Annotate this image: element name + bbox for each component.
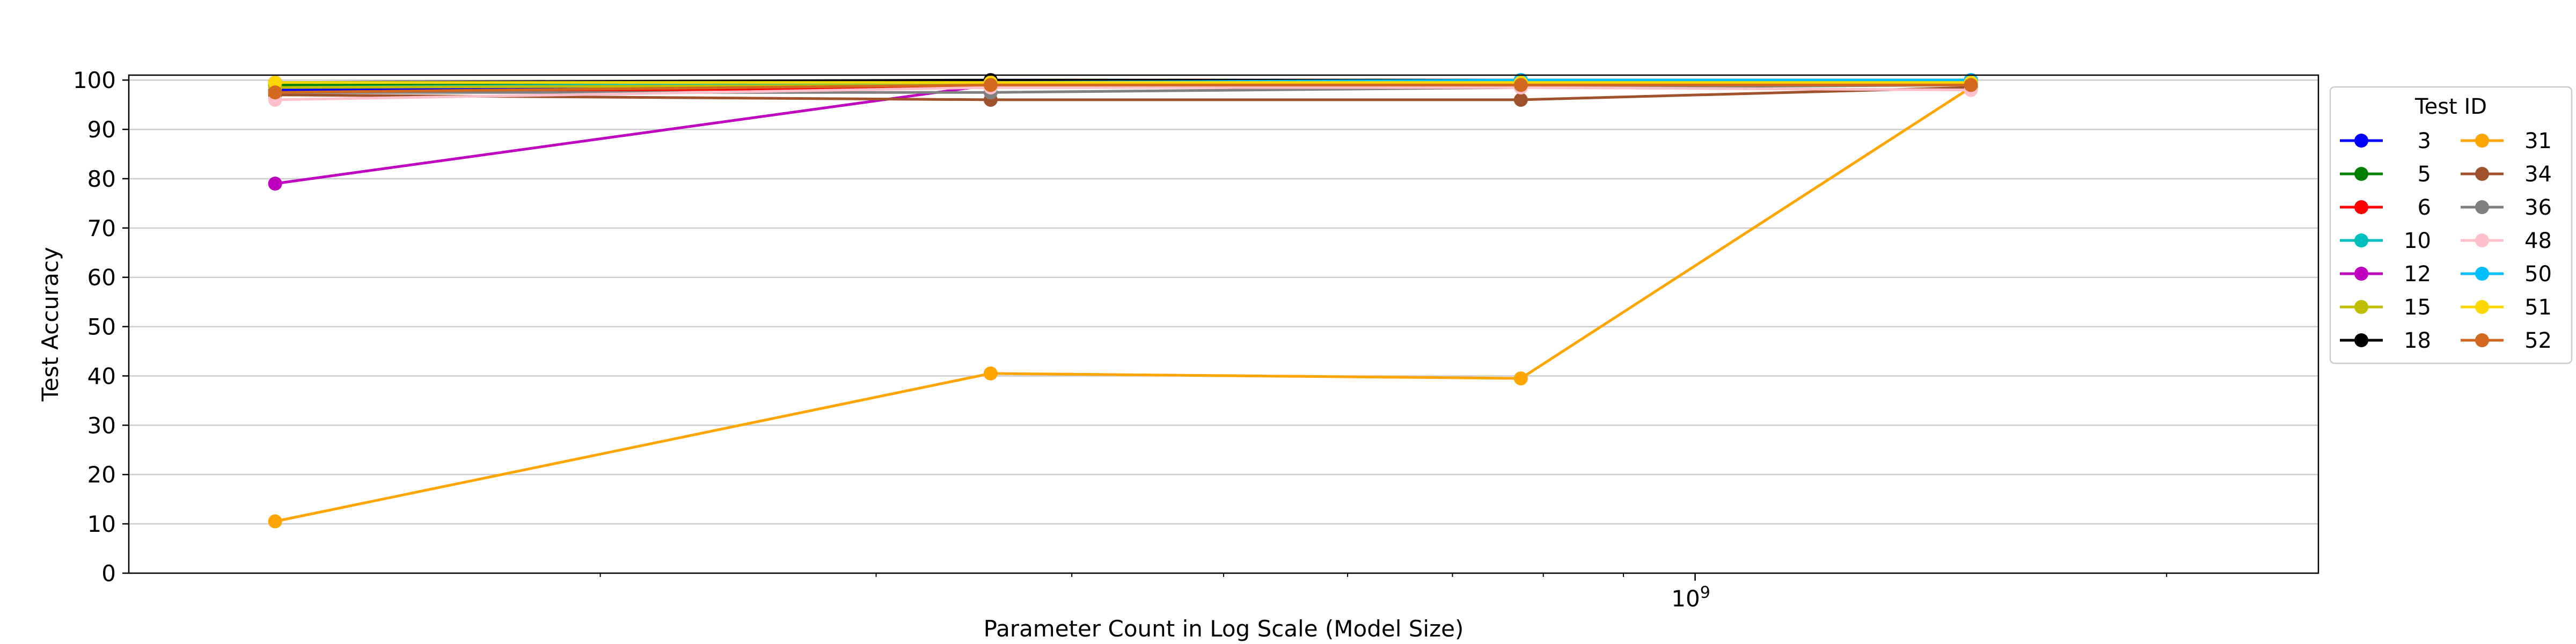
legend-item-51: 51 <box>2461 295 2552 320</box>
y-axis-label: Test Accuracy <box>37 247 63 402</box>
legend-label: 15 <box>2404 295 2431 320</box>
legend-swatch-marker <box>2354 200 2368 214</box>
legend-swatch-marker <box>2354 300 2368 314</box>
legend-label: 48 <box>2524 229 2552 253</box>
y-tick-label: 80 <box>87 166 116 192</box>
y-tick-label: 50 <box>87 314 116 340</box>
x-axis-label: Parameter Count in Log Scale (Model Size… <box>984 616 1464 642</box>
legend-swatch-marker <box>2354 167 2368 181</box>
legend-item-36: 36 <box>2461 195 2552 220</box>
legend-swatch-marker <box>2475 134 2489 148</box>
legend-item-12: 12 <box>2340 262 2431 287</box>
legend-label: 52 <box>2524 328 2552 353</box>
legend-swatch-marker <box>2354 333 2368 347</box>
legend-swatch-marker <box>2475 200 2489 214</box>
data-point <box>268 177 282 191</box>
legend-item-48: 48 <box>2461 229 2552 253</box>
legend-box <box>2329 86 2573 364</box>
legend-label: 6 <box>2418 195 2431 220</box>
legend-swatch-marker <box>2354 233 2368 247</box>
legend-item-10: 10 <box>2340 229 2431 253</box>
legend-swatch-marker <box>2354 134 2368 148</box>
y-tick-label: 70 <box>87 215 116 241</box>
legend-item-34: 34 <box>2461 162 2552 187</box>
legend-item-52: 52 <box>2461 328 2552 353</box>
legend-label: 50 <box>2524 262 2552 287</box>
legend-label: 10 <box>2404 229 2431 253</box>
y-tick-label: 20 <box>87 462 116 488</box>
y-tick-label: 40 <box>87 363 116 389</box>
plot-frame <box>128 74 2319 574</box>
data-point <box>268 85 282 100</box>
legend-swatch-marker <box>2475 300 2489 314</box>
data-point <box>1513 78 1528 92</box>
data-point <box>268 75 282 90</box>
legend: Test ID 3 5 6 10 12 15 18 31 34 36 48 50 51 52 <box>2329 86 2573 364</box>
data-point <box>1513 371 1528 386</box>
legend-item-50: 50 <box>2461 262 2552 287</box>
legend-label: 36 <box>2524 195 2552 220</box>
grid-lines <box>129 79 2318 574</box>
data-point <box>268 514 282 529</box>
legend-label: 18 <box>2404 328 2431 353</box>
series-line-48 <box>275 86 1971 101</box>
legend-swatch-marker <box>2475 333 2489 347</box>
legend-label: 34 <box>2524 162 2552 187</box>
series-line-52 <box>275 83 1971 94</box>
data-point <box>983 78 998 92</box>
legend-swatch-marker <box>2475 167 2489 181</box>
legend-item-18: 18 <box>2340 328 2431 353</box>
x-tick-label: 109 <box>1671 583 1710 612</box>
y-tick-label: 10 <box>87 511 116 537</box>
legend-item-3: 3 <box>2340 129 2431 153</box>
data-point <box>1513 92 1528 107</box>
legend-label: 31 <box>2524 129 2552 153</box>
legend-label: 3 <box>2418 129 2431 153</box>
series-line-31 <box>275 86 1972 523</box>
legend-item-31: 31 <box>2461 129 2552 153</box>
series-layer <box>268 73 1978 529</box>
series-line-34 <box>275 86 1971 101</box>
legend-swatch-marker <box>2475 233 2489 247</box>
data-point <box>983 366 998 380</box>
legend-label: 12 <box>2404 262 2431 287</box>
legend-label: 51 <box>2524 295 2552 320</box>
legend-swatch-marker <box>2475 267 2489 281</box>
series-52 <box>268 78 1978 100</box>
y-tick-label: 0 <box>101 560 116 587</box>
legend-item-5: 5 <box>2340 162 2431 187</box>
legend-swatch-marker <box>2354 267 2368 281</box>
y-tick-label: 90 <box>87 116 116 143</box>
legend-label: 5 <box>2418 162 2431 187</box>
legend-title: Test ID <box>2414 94 2487 119</box>
series-31 <box>268 80 1978 529</box>
legend-item-6: 6 <box>2340 195 2431 220</box>
legend-item-15: 15 <box>2340 295 2431 320</box>
y-tick-label: 100 <box>73 67 116 93</box>
y-tick-label: 30 <box>87 412 116 438</box>
y-tick-label: 60 <box>87 265 116 291</box>
data-point <box>1964 78 1978 92</box>
ticks-layer: 0 10 20 30 40 50 60 70 80 90 100 109 <box>73 67 2168 612</box>
